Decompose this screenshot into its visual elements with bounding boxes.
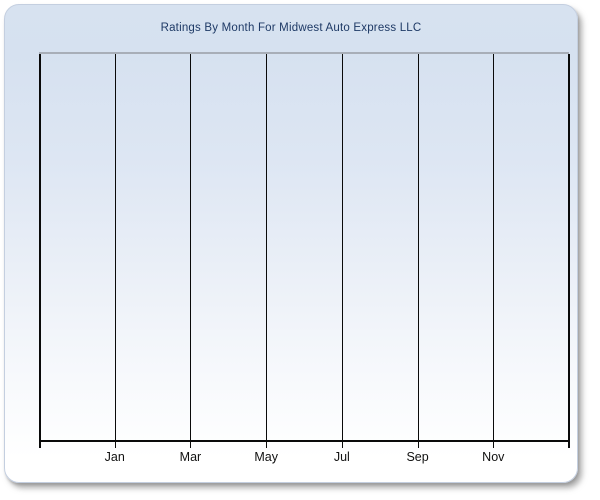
chart-panel: Ratings By Month For Midwest Auto Expres… xyxy=(4,4,578,483)
gridline-mar xyxy=(190,54,192,448)
gridline-may xyxy=(266,54,268,448)
x-axis-labels: Jan Mar May Jul Sep Nov xyxy=(39,450,569,466)
gridline-right-edge xyxy=(568,54,570,448)
x-tick-label-jan: Jan xyxy=(104,450,125,464)
gridline-nov xyxy=(493,54,495,448)
plot-area xyxy=(39,52,570,448)
chart-title: Ratings By Month For Midwest Auto Expres… xyxy=(160,22,422,34)
x-tick-label-sep: Sep xyxy=(406,450,429,464)
x-tick-label-jul: Jul xyxy=(333,450,350,464)
y-axis-line xyxy=(39,54,41,448)
x-tick-label-may: May xyxy=(254,450,278,464)
gridline-sep xyxy=(417,54,419,448)
x-tick-label-mar: Mar xyxy=(179,450,202,464)
gridline-jul xyxy=(341,54,343,448)
x-tick-label-nov: Nov xyxy=(482,450,505,464)
gridline-jan xyxy=(114,54,116,448)
x-axis-line xyxy=(39,440,569,442)
